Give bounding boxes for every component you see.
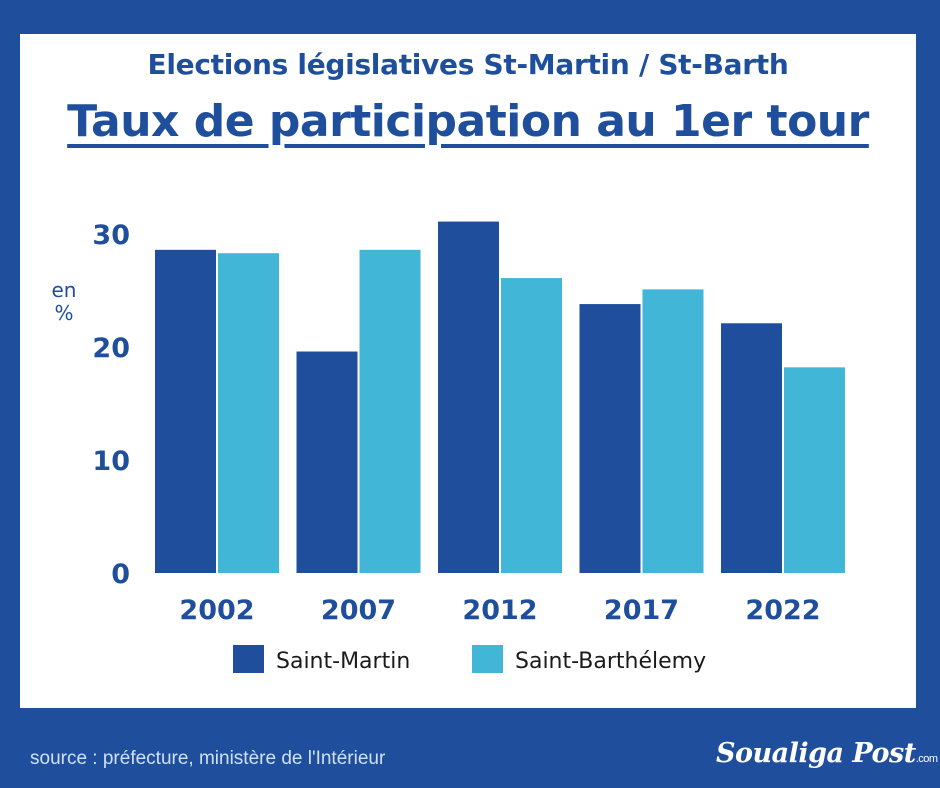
legend-label: Saint-Barthélemy xyxy=(515,649,706,674)
chart-subtitle: Taux de participation au 1er tour xyxy=(67,96,869,147)
bar-saint-martin-2017 xyxy=(579,304,641,573)
legend-swatch-1 xyxy=(233,645,264,673)
bar-saint-barth-lemy-2017 xyxy=(642,289,704,573)
y-tick-label: 20 xyxy=(92,333,130,364)
bar-saint-martin-2012 xyxy=(438,221,499,573)
x-tick-label: 2002 xyxy=(179,595,254,626)
chart-title: Elections législatives St-Martin / St-Ba… xyxy=(147,48,789,81)
logo-suffix: .com xyxy=(915,753,938,765)
bar-saint-barth-lemy-2012 xyxy=(501,278,562,573)
y-tick-label: 30 xyxy=(92,220,130,251)
legend-label: Saint-Martin xyxy=(276,649,410,674)
y-tick-label: 0 xyxy=(111,559,130,590)
x-tick-label: 2022 xyxy=(745,595,820,626)
legend-swatch-2 xyxy=(472,645,503,673)
y-axis-label: % xyxy=(54,301,73,325)
bar-saint-barth-lemy-2022 xyxy=(784,367,845,573)
x-tick-label: 2017 xyxy=(604,595,679,626)
y-tick-label: 10 xyxy=(92,446,130,477)
chart-panel: Elections législatives St-Martin / St-Ba… xyxy=(20,34,916,708)
bar-saint-martin-2022 xyxy=(721,323,782,573)
bar-saint-barth-lemy-2007 xyxy=(359,249,421,573)
x-tick-label: 2012 xyxy=(462,595,537,626)
source-note: source : préfecture, ministère de l'Inté… xyxy=(30,748,386,769)
y-axis-label: en xyxy=(52,278,77,302)
bar-saint-martin-2002 xyxy=(155,249,216,573)
soualiga-post-logo: Soualiga Post.com xyxy=(716,738,938,769)
logo-text: Soualiga Post xyxy=(716,738,916,769)
bar-chart: 0 10 20 30 en% 2002 2007 2012 2017 2022 Saint-Mart… xyxy=(52,220,845,674)
bar-saint-martin-2007 xyxy=(296,351,358,573)
x-tick-label: 2007 xyxy=(321,595,396,626)
bar-saint-barth-lemy-2002 xyxy=(218,253,279,573)
